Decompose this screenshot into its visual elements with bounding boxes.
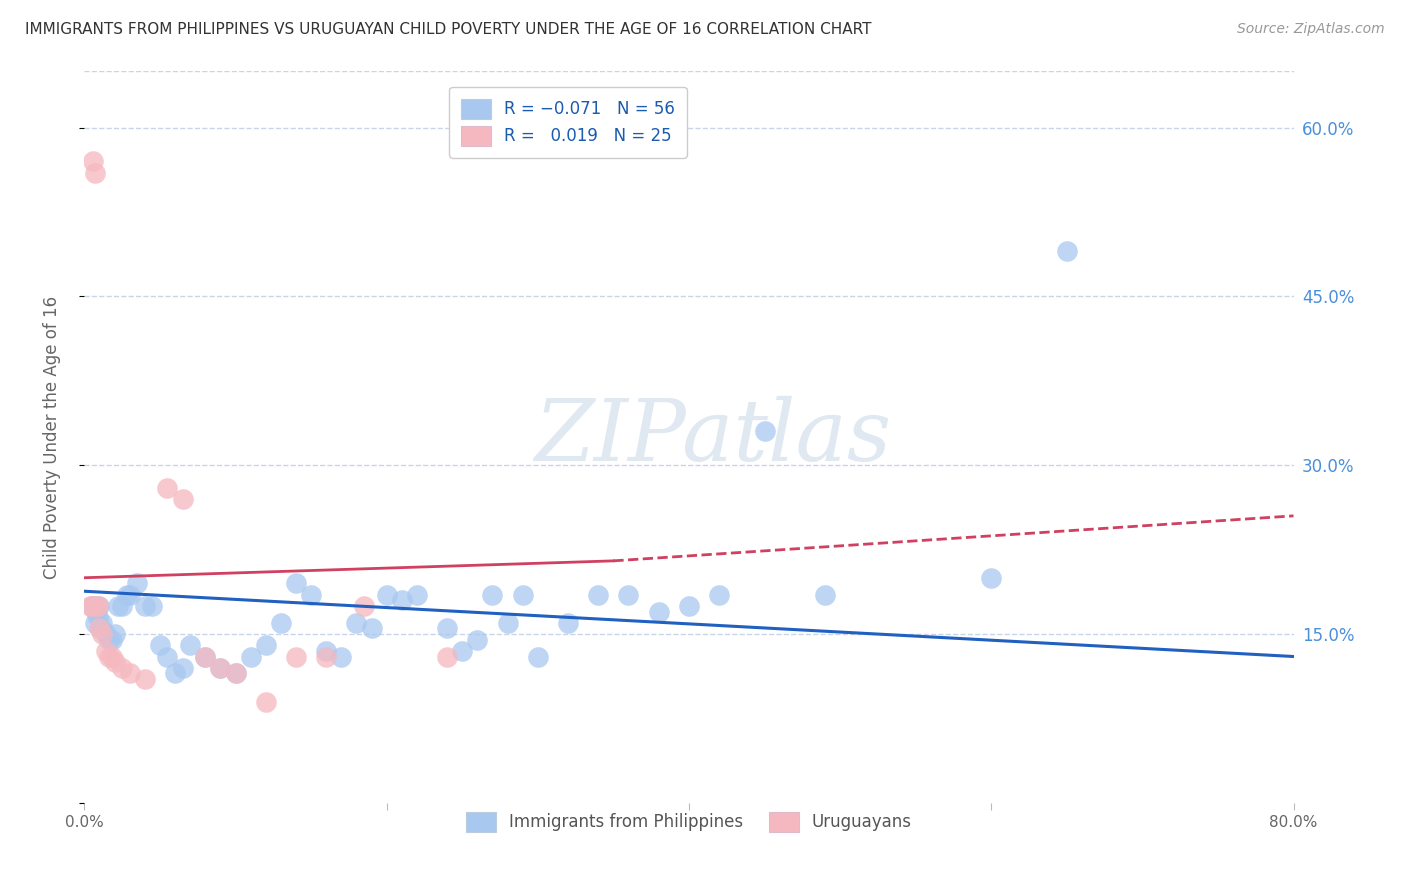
Point [104, 655, 127, 669]
Point [82, 154, 104, 169]
Point [1056, 244, 1078, 259]
Point [194, 649, 217, 664]
Point [209, 661, 232, 675]
Point [254, 638, 277, 652]
Point [115, 588, 138, 602]
Point [80, 599, 103, 613]
Point [353, 599, 375, 613]
Text: ZIPatlas: ZIPatlas [534, 396, 891, 478]
Point [209, 661, 232, 675]
Point [97, 632, 120, 647]
Point [225, 666, 247, 681]
Point [118, 588, 141, 602]
Point [94, 644, 117, 658]
Point [80, 599, 103, 613]
Point [481, 588, 503, 602]
Point [814, 588, 837, 602]
Point [134, 672, 156, 686]
Point [165, 666, 187, 681]
Point [97, 649, 120, 664]
Point [648, 605, 671, 619]
Point [436, 621, 458, 635]
Point [391, 593, 413, 607]
Point [172, 661, 194, 675]
Point [107, 599, 129, 613]
Point [84, 615, 107, 630]
Point [82, 599, 104, 613]
Point [512, 588, 534, 602]
Point [179, 638, 201, 652]
Point [141, 599, 163, 613]
Point [156, 649, 179, 664]
Point [375, 588, 398, 602]
Point [678, 599, 700, 613]
Point [254, 694, 277, 708]
Point [194, 649, 217, 664]
Y-axis label: Child Poverty Under the Age of 16: Child Poverty Under the Age of 16 [42, 295, 60, 579]
Point [588, 588, 610, 602]
Point [89, 621, 111, 635]
Text: Source: ZipAtlas.com: Source: ZipAtlas.com [1237, 22, 1385, 37]
Point [134, 599, 156, 613]
Text: IMMIGRANTS FROM PHILIPPINES VS URUGUAYAN CHILD POVERTY UNDER THE AGE OF 16 CORRE: IMMIGRANTS FROM PHILIPPINES VS URUGUAYAN… [25, 22, 872, 37]
Point [156, 481, 179, 495]
Point [104, 627, 127, 641]
Point [980, 571, 1002, 585]
Point [91, 615, 114, 630]
Point [172, 491, 194, 506]
Point [467, 632, 489, 647]
Point [527, 649, 550, 664]
Point [100, 649, 122, 664]
Point [346, 615, 368, 630]
Point [100, 632, 122, 647]
Point [149, 638, 172, 652]
Point [111, 661, 134, 675]
Point [285, 649, 308, 664]
Point [406, 588, 429, 602]
Point [285, 576, 308, 591]
Point [360, 621, 382, 635]
Point [315, 644, 337, 658]
Point [436, 649, 458, 664]
Point [90, 621, 112, 635]
Point [87, 599, 110, 613]
Point [86, 605, 108, 619]
Point [111, 599, 134, 613]
Point [84, 166, 107, 180]
Point [270, 615, 292, 630]
Point [709, 588, 731, 602]
Point [315, 649, 337, 664]
Point [94, 627, 117, 641]
Point [86, 599, 108, 613]
Point [225, 666, 247, 681]
Point [299, 588, 322, 602]
Point [330, 649, 353, 664]
Point [557, 615, 579, 630]
Point [617, 588, 640, 602]
Point [127, 576, 149, 591]
Point [496, 615, 519, 630]
Point [754, 425, 776, 439]
Point [79, 599, 101, 613]
Legend: Immigrants from Philippines, Uruguayans: Immigrants from Philippines, Uruguayans [456, 802, 922, 842]
Point [118, 666, 141, 681]
Point [87, 610, 110, 624]
Point [239, 649, 262, 664]
Point [451, 644, 474, 658]
Point [89, 599, 111, 613]
Point [91, 627, 114, 641]
